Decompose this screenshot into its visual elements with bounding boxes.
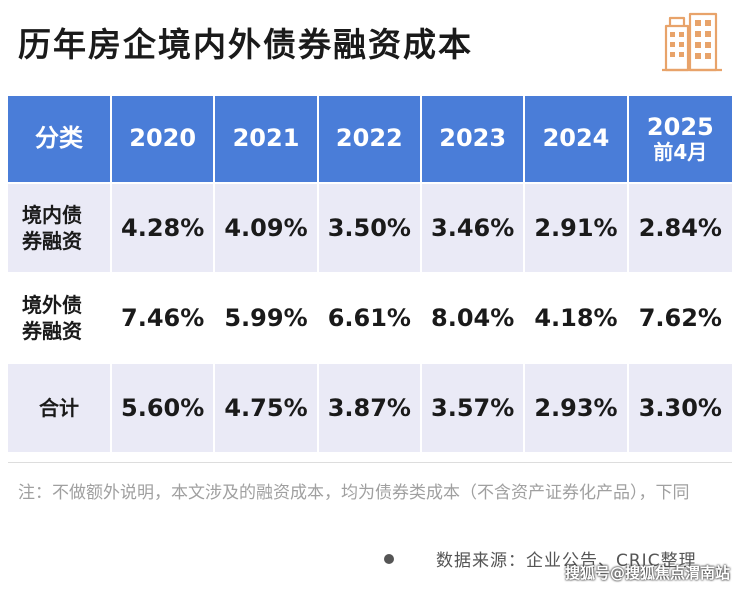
header-year-label: 2025 — [646, 112, 714, 141]
table-cell: 4.75% — [215, 362, 319, 452]
page-title: 历年房企境内外债券融资成本 — [18, 25, 473, 64]
table-cell: 3.87% — [318, 362, 422, 452]
header-year: 2023 — [421, 96, 526, 182]
table-cell: 2.93% — [525, 362, 629, 452]
table-cell: 2.84% — [628, 182, 732, 272]
category-line: 合计 — [39, 396, 79, 420]
header-year: 2024 — [525, 96, 629, 182]
table-cell: 3.30% — [628, 362, 732, 452]
table-cell: 3.46% — [421, 182, 526, 272]
watermark: 搜狐号@搜狐焦点渭南站 — [564, 564, 730, 582]
header-year: 2020 — [112, 96, 216, 182]
category-line: 券融资 — [22, 319, 82, 343]
header-year: 2021 — [215, 96, 319, 182]
table-cell: 4.09% — [215, 182, 319, 272]
building-icon — [662, 12, 722, 72]
table-cell: 6.61% — [318, 272, 422, 362]
header-year-sublabel: 前4月 — [653, 140, 708, 165]
row-category: 境外债 券融资 — [8, 272, 112, 362]
bullet-dot — [384, 554, 394, 564]
header-category: 分类 — [8, 96, 112, 182]
financing-cost-table: 分类 2020 2021 2022 2023 2024 2025 前4月 境内债… — [8, 96, 732, 452]
table-row: 境外债 券融资 7.46% 5.99% 6.61% 8.04% 4.18% 7.… — [8, 272, 732, 362]
table-cell: 4.18% — [525, 272, 629, 362]
table-cell: 7.62% — [628, 272, 732, 362]
table-cell: 2.91% — [525, 182, 629, 272]
table-cell: 7.46% — [112, 272, 216, 362]
category-line: 券融资 — [22, 229, 82, 253]
table-cell: 5.99% — [215, 272, 319, 362]
table-cell: 3.57% — [421, 362, 526, 452]
header-year: 2022 — [318, 96, 422, 182]
category-line: 境内债 — [22, 203, 82, 227]
footnote: 注：不做额外说明，本文涉及的融资成本，均为债券类成本（不含资产证券化产品），下同 — [18, 483, 690, 503]
divider — [8, 462, 732, 463]
table-header-row: 分类 2020 2021 2022 2023 2024 2025 前4月 — [8, 96, 732, 182]
table-cell: 8.04% — [421, 272, 526, 362]
table-row: 合计 5.60% 4.75% 3.87% 3.57% 2.93% 3.30% — [8, 362, 732, 452]
table-cell: 5.60% — [112, 362, 216, 452]
table-row: 境内债 券融资 4.28% 4.09% 3.50% 3.46% 2.91% 2.… — [8, 182, 732, 272]
category-line: 境外债 — [22, 293, 82, 317]
data-source: 数据来源：企业公告、CRIC整理 — [436, 551, 697, 571]
header-year-2025: 2025 前4月 — [628, 96, 732, 182]
table-cell: 3.50% — [318, 182, 422, 272]
table-cell: 4.28% — [112, 182, 216, 272]
row-category: 合计 — [8, 362, 112, 452]
row-category: 境内债 券融资 — [8, 182, 112, 272]
